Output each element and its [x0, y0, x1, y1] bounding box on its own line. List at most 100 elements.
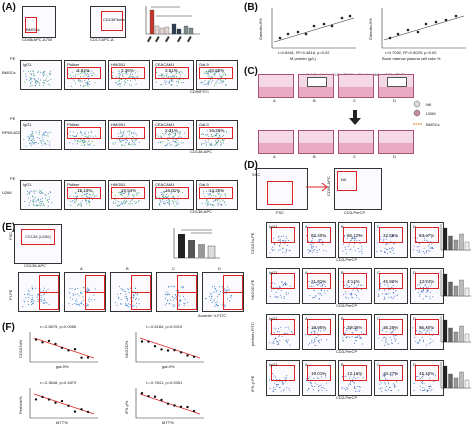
- f-scatter-plot: [29, 388, 98, 419]
- f-point: [60, 399, 64, 403]
- f-point: [60, 346, 64, 349]
- a-bar-1: [149, 9, 155, 35]
- a-flow-plot: IgG1: [20, 120, 62, 150]
- event-dots: [269, 372, 291, 392]
- d-flow-plot: IgG1: [266, 268, 300, 304]
- a-flow-plot: Gal-9 14.26%: [196, 180, 238, 210]
- a-flow-plot: Ptdlser 15.10%: [64, 180, 106, 210]
- event-dots: [342, 234, 363, 255]
- d-mini-bar: [442, 273, 448, 297]
- f-ylabel: IFN-γ%: [124, 400, 129, 414]
- d-mini-bar: [448, 327, 453, 343]
- b-right-stat: r=0.7092, R²=0.5029, p=0.02: [385, 50, 437, 55]
- a-flow-plot: Gal-9 16.26%: [196, 120, 238, 150]
- d-mini-bar: [442, 319, 448, 343]
- d-gate: [343, 319, 367, 335]
- f-scatter-plot: [135, 332, 204, 363]
- f-fit-line: [33, 393, 95, 415]
- a-flow-plot: Ptdlser 3.84%: [64, 60, 106, 90]
- d-mini-bar: [453, 377, 459, 389]
- d-gate: [379, 365, 403, 381]
- f-point: [166, 402, 170, 405]
- event-dots: [413, 234, 434, 254]
- d-col-label: B: [341, 224, 344, 229]
- c-well-fill: [379, 87, 413, 97]
- e-gate-q2: [85, 275, 105, 293]
- e-gate-q2: [131, 275, 151, 293]
- d-col-label: B: [341, 316, 344, 321]
- d-flow-plot: D 53.47%: [410, 222, 444, 258]
- panel-label-e: (E): [2, 222, 16, 233]
- f-point: [67, 404, 70, 407]
- a-gate: [199, 187, 233, 199]
- d-mini-bar-chart: [440, 316, 471, 343]
- f-point: [192, 355, 196, 358]
- b-right-ylabel: Galectin-9%: [368, 18, 373, 40]
- event-dots: [201, 190, 227, 207]
- a-gate: [111, 127, 145, 139]
- a-pe-label: PE: [10, 56, 16, 61]
- f-point: [86, 356, 90, 359]
- f-point: [192, 409, 196, 413]
- d-flow-plot: A 83.40%: [302, 222, 336, 258]
- e-cd138-plot: CD138 (U266): [14, 224, 62, 264]
- a-col-label: Ptdlser: [67, 122, 80, 127]
- a-row-label: RPMI-8226: [2, 130, 23, 135]
- c-legend-u266: U266: [426, 111, 436, 116]
- d-gate: [415, 365, 439, 381]
- c-well-label: A: [273, 98, 276, 103]
- b-scatter-plots: [271, 8, 466, 49]
- d-row-ylabel: perforin-FITC: [250, 322, 255, 346]
- d-mini-bar-chart: [440, 224, 471, 251]
- d-flow-plot: A 10.01%: [302, 360, 336, 396]
- d-percent: 45.10%: [419, 371, 435, 376]
- e-bar-d: [207, 245, 216, 259]
- a-flow-plot: CEACAM1 2.31%: [152, 120, 194, 150]
- d-col-label: D: [413, 224, 416, 229]
- a-percent: 3.36%: [121, 68, 134, 73]
- f-xlabel: gal-9%: [162, 364, 175, 369]
- a-flow-plot: Ptdlser: [64, 120, 106, 150]
- d-flow-plot: D 56.40%: [410, 314, 444, 350]
- event-dots: [22, 285, 50, 308]
- a-percent: 19.54%: [121, 188, 137, 193]
- a-gate: [155, 127, 189, 139]
- d-percent: 53.47%: [419, 233, 435, 238]
- a-percent: 3.84%: [77, 68, 90, 73]
- c-well-insert: [387, 77, 407, 87]
- c-well-fill: [299, 87, 333, 97]
- e-gate-q3: [39, 292, 59, 310]
- d-mini-bar: [453, 239, 459, 251]
- c-well: [298, 130, 334, 154]
- a-col-label: Gal-9: [199, 62, 209, 67]
- c-legend-nk: NK: [426, 102, 432, 107]
- a-percent: 2.31%: [165, 128, 178, 133]
- d-col-label: C: [377, 316, 380, 321]
- c-well-fill: [299, 143, 333, 153]
- d-mini-bar: [464, 241, 470, 251]
- a-x-axis-label: CD138-APC: [190, 209, 213, 214]
- d-mini-bar: [442, 227, 448, 251]
- b-left-stat: r=0.6941, R²=0.4818, p=0.02: [278, 50, 330, 55]
- f-fit-line: [33, 337, 95, 359]
- f-ylabel: NKG2D%: [124, 340, 129, 358]
- d-flow-plot: B 13.15%: [338, 360, 372, 396]
- event-dots: [23, 130, 51, 147]
- d-gate: [307, 365, 331, 381]
- c-well-fill: [379, 143, 413, 153]
- a-flow-plot: CEACAM1 16.01%: [152, 180, 194, 210]
- f-point: [34, 338, 38, 341]
- e-gate-q3: [177, 292, 197, 310]
- d-percent: 13.74%: [419, 279, 435, 284]
- a-percent: 15.10%: [77, 188, 93, 193]
- c-legend-bmscs: BMSCs: [426, 122, 440, 127]
- a-pe-label: PE: [10, 176, 16, 181]
- f-point: [86, 410, 90, 414]
- e-bar-chart: [173, 228, 220, 259]
- d-mini-bar: [464, 287, 470, 297]
- a-gate: [155, 187, 189, 199]
- d-mini-bar: [442, 365, 448, 389]
- d-flow-plot: A 21.01%: [302, 268, 336, 304]
- event-dots: [342, 326, 365, 345]
- e-bottom-xlabel: Annexin V-FITC: [198, 313, 227, 318]
